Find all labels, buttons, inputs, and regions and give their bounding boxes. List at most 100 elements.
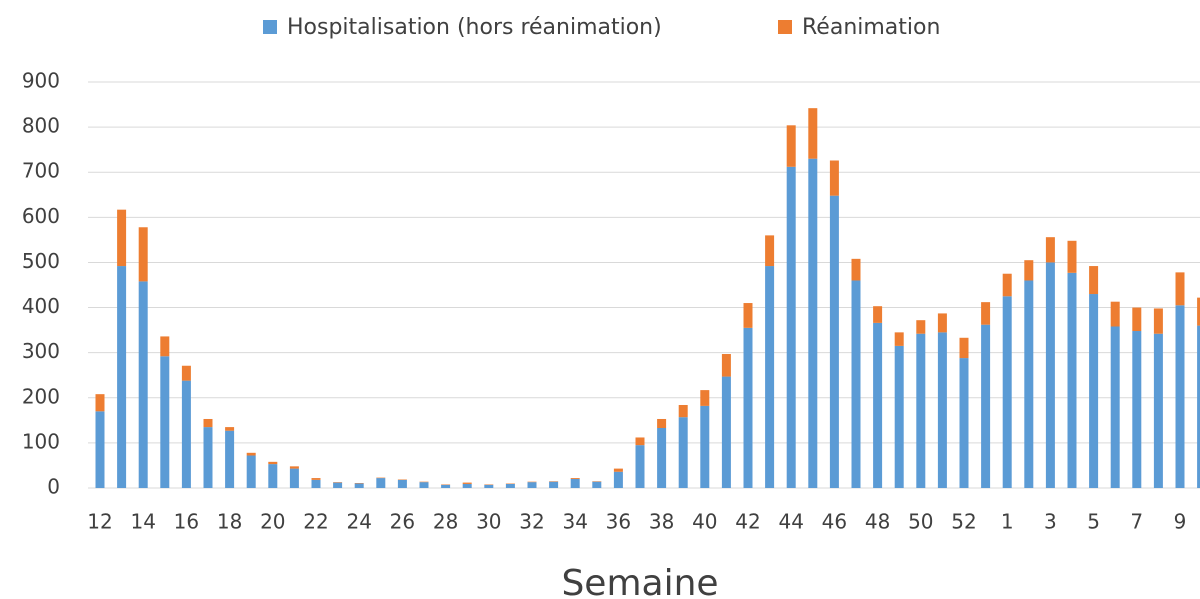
bar-segment xyxy=(765,235,775,267)
bar-segment xyxy=(808,108,818,159)
bar-segment xyxy=(765,266,775,488)
bar-segment xyxy=(441,484,451,488)
bar-segment xyxy=(743,303,753,328)
x-tick-label: 28 xyxy=(433,510,458,534)
bar-segment xyxy=(160,356,170,488)
bar-segment xyxy=(333,482,343,488)
bar-segment xyxy=(829,195,839,488)
bar-segment xyxy=(1153,308,1163,334)
y-tick-label: 300 xyxy=(22,339,60,363)
bar-segment xyxy=(613,471,623,488)
bar-segment xyxy=(311,478,321,480)
bar-segment xyxy=(549,481,559,488)
bar-segment xyxy=(829,160,839,196)
bar-segment xyxy=(570,478,580,488)
x-tick-label: 3 xyxy=(1044,510,1057,534)
bar-segment xyxy=(181,365,191,381)
bar-segment xyxy=(268,461,278,465)
x-tick-label: 36 xyxy=(606,510,631,534)
bar-segment xyxy=(1197,325,1200,488)
bar-segment xyxy=(1067,240,1077,273)
bar-segment xyxy=(462,483,472,488)
bar-segment xyxy=(851,258,861,281)
bar-segment xyxy=(635,437,645,446)
bar-segment xyxy=(851,280,861,488)
bar-segment xyxy=(246,455,256,488)
bar-segment xyxy=(1153,333,1163,488)
x-tick-label: 7 xyxy=(1130,510,1143,534)
bar-segment xyxy=(397,479,407,488)
y-tick-label: 400 xyxy=(22,294,60,318)
bar-segment xyxy=(117,209,127,267)
x-tick-label: 42 xyxy=(735,510,760,534)
y-tick-label: 200 xyxy=(22,384,60,408)
bar-segment xyxy=(959,337,969,359)
x-tick-label: 40 xyxy=(692,510,717,534)
bar-segment xyxy=(743,327,753,488)
bar-segment xyxy=(873,306,883,323)
y-tick-label: 600 xyxy=(22,204,60,228)
bar-segment xyxy=(1002,273,1012,297)
x-tick-label: 46 xyxy=(822,510,847,534)
x-tick-label: 50 xyxy=(908,510,933,534)
bar-segment xyxy=(138,281,148,488)
y-tick-label: 100 xyxy=(22,429,60,453)
bar-segment xyxy=(1089,266,1099,295)
bar-segment xyxy=(592,481,602,488)
bar-segment xyxy=(1067,272,1077,488)
bar-segment xyxy=(225,430,235,488)
bar-segment xyxy=(916,320,926,334)
bar-segment xyxy=(138,227,148,282)
bar-segment xyxy=(462,482,472,484)
x-tick-label: 12 xyxy=(87,510,112,534)
x-tick-label: 32 xyxy=(519,510,544,534)
bar-segment xyxy=(1024,260,1034,281)
y-tick-label: 800 xyxy=(22,114,60,138)
y-tick-label: 700 xyxy=(22,159,60,183)
x-tick-label: 38 xyxy=(649,510,674,534)
bar-segment xyxy=(894,345,904,488)
bar-segment xyxy=(1110,326,1120,488)
y-tick-label: 900 xyxy=(22,69,60,93)
x-tick-label: 20 xyxy=(260,510,285,534)
x-tick-label: 5 xyxy=(1087,510,1100,534)
bar-segment xyxy=(657,428,667,488)
bar-segment xyxy=(95,394,105,412)
x-tick-label: 1 xyxy=(1001,510,1014,534)
x-tick-label: 18 xyxy=(217,510,242,534)
bar-segment xyxy=(981,302,991,325)
legend-swatch xyxy=(263,20,277,34)
bar-segment xyxy=(225,427,235,431)
bar-segment xyxy=(95,411,105,488)
bar-segment xyxy=(613,468,623,472)
bar-segment xyxy=(1110,301,1120,327)
bar-segment xyxy=(808,158,818,488)
x-tick-label: 22 xyxy=(303,510,328,534)
bar-segment xyxy=(1024,280,1034,488)
bar-segment xyxy=(268,464,278,488)
bar-segment xyxy=(1132,307,1142,332)
x-tick-label: 26 xyxy=(390,510,415,534)
x-tick-label: 24 xyxy=(346,510,371,534)
bar-segment xyxy=(873,322,883,488)
bar-segment xyxy=(1175,305,1185,488)
bar-segment xyxy=(1002,296,1012,488)
bar-segment xyxy=(678,404,688,418)
bar-segment xyxy=(937,313,947,333)
bar-segment xyxy=(981,324,991,488)
bar-segment xyxy=(959,358,969,488)
bar-segment xyxy=(419,482,429,488)
x-tick-label: 44 xyxy=(778,510,803,534)
bar-segment xyxy=(916,333,926,488)
bar-segment xyxy=(657,418,667,429)
bar-segment xyxy=(1197,297,1200,326)
bar-segment xyxy=(505,483,515,488)
legend-swatch xyxy=(778,20,792,34)
bar-segment xyxy=(484,484,494,488)
bar-segment xyxy=(1175,272,1185,306)
bar-segment xyxy=(527,482,537,488)
bar-segment xyxy=(786,166,796,488)
x-tick-label: 16 xyxy=(174,510,199,534)
x-tick-label: 48 xyxy=(865,510,890,534)
